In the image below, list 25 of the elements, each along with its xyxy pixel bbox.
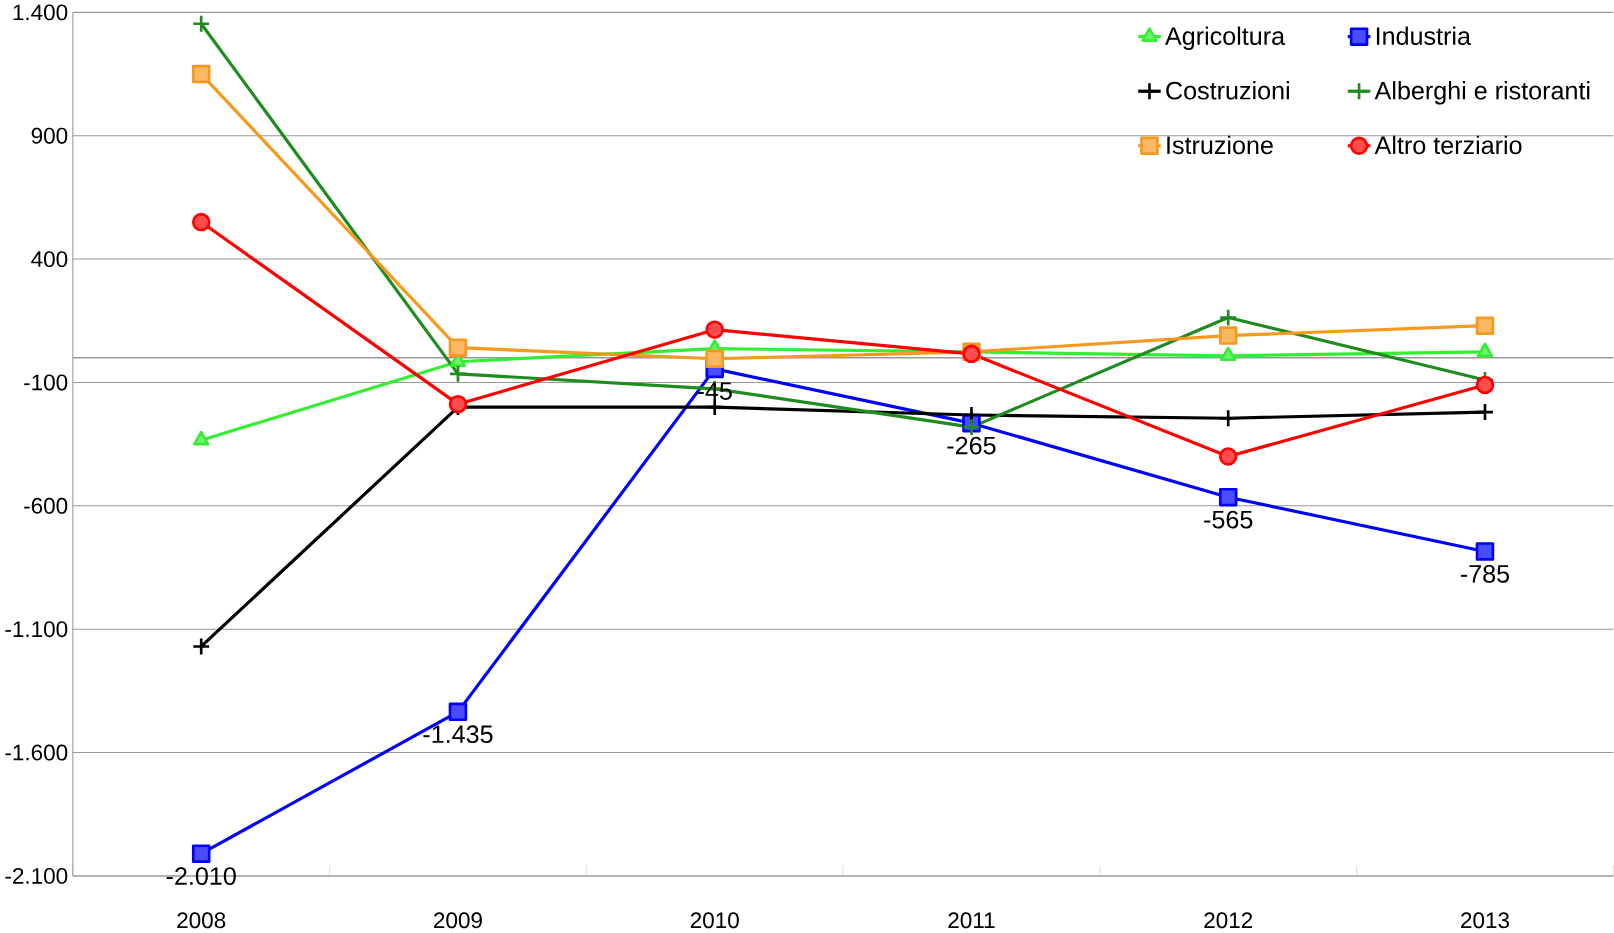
y-tick-label: -1.100 [5, 621, 68, 638]
x-tick-label: 2008 [177, 912, 226, 929]
legend-label: Alberghi e ristoranti [1374, 81, 1590, 105]
data-label: -565 [1204, 510, 1253, 529]
x-tick-label: 2011 [948, 912, 995, 929]
x-tick-label: 2013 [1461, 912, 1509, 929]
x-tick-label: 2012 [1204, 912, 1253, 929]
legend-label: Istruzione [1167, 135, 1273, 155]
y-tick-label: -2.100 [5, 868, 68, 885]
data-label: -265 [947, 436, 996, 455]
legend-label: Industria [1376, 26, 1471, 46]
y-tick-label: -1.600 [5, 744, 68, 761]
y-tick-label: 400 [31, 251, 68, 268]
y-tick-label: -600 [24, 498, 68, 514]
y-tick-label: 1.400 [13, 4, 68, 21]
legend-label: Altro terziario [1374, 135, 1522, 155]
data-label: -785 [1460, 565, 1510, 583]
y-tick-label: 900 [31, 127, 68, 144]
legend-label: Agricoltura [1165, 26, 1286, 51]
x-tick-label: 2009 [434, 912, 482, 929]
data-label: -1.435 [423, 725, 493, 744]
legend-label: Costruzioni [1166, 81, 1289, 100]
data-label: -2.010 [166, 867, 236, 886]
y-tick-label: -100 [24, 374, 68, 391]
x-tick-label: 2010 [690, 912, 739, 929]
